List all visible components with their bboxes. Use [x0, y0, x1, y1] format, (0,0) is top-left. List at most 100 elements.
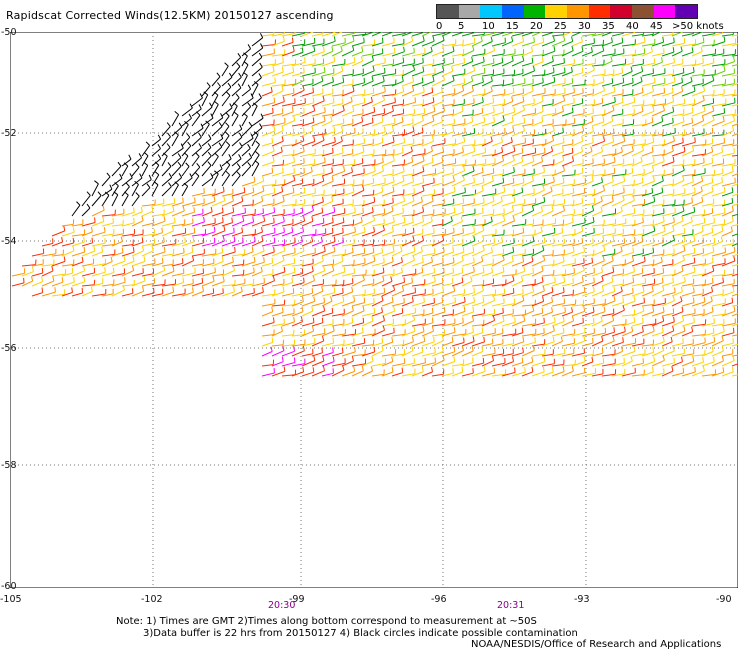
wind-barb-tick — [122, 248, 123, 253]
wind-barb-tick — [473, 328, 474, 333]
wind-barb-tick — [313, 318, 314, 323]
lat-label: -50 — [1, 27, 17, 38]
wind-barb-tick — [434, 337, 435, 342]
wind-barb-tick — [332, 168, 333, 173]
wind-barb-tick — [233, 207, 234, 212]
legend-swatch-6 — [567, 5, 589, 18]
wind-barb-tick — [382, 338, 383, 343]
wind-barb-tick — [494, 107, 495, 112]
wind-barb-tick — [304, 278, 305, 283]
wind-barb-tick — [674, 317, 675, 322]
wind-barb-tick — [694, 258, 695, 263]
lon-label: -93 — [574, 594, 590, 605]
wind-barb-tick — [73, 238, 74, 243]
wind-barb-tick — [582, 68, 583, 73]
wind-barb-tick — [554, 77, 555, 82]
wind-barb-tick — [632, 168, 633, 173]
wind-barb-tick — [364, 38, 365, 43]
pass-time-label: 20:31 — [497, 600, 524, 611]
wind-barb-tick — [343, 77, 344, 82]
wind-barb-tick — [342, 348, 343, 353]
wind-barb-tick — [504, 32, 505, 33]
wind-barb-tick — [483, 178, 484, 183]
wind-barb-tick — [412, 278, 413, 283]
wind-barb-tick — [565, 307, 566, 312]
wind-barb-tick — [525, 367, 526, 372]
wind-speed-legend: 0 5 10 15 20 25 30 35 40 45 >50 knots — [436, 4, 736, 34]
wind-barb-tick — [273, 108, 274, 113]
wind-barb-tick — [374, 197, 375, 202]
wind-barb-tick — [84, 247, 85, 252]
wind-barb-tick — [455, 297, 456, 302]
wind-barb-tick — [564, 277, 565, 282]
wind-barb-tick — [332, 228, 333, 233]
wind-barb-tick — [424, 87, 425, 92]
wind-barb-tick — [695, 137, 696, 142]
wind-barb-tick — [554, 68, 555, 73]
wind-barb-tick — [543, 78, 544, 83]
wind-barb-tick — [694, 318, 695, 323]
wind-barb-tick — [322, 318, 323, 323]
wind-barb-tick — [302, 208, 303, 213]
wind-barb-tick — [325, 157, 326, 162]
wind-barb-tick — [723, 367, 724, 372]
wind-barb-tick — [395, 98, 396, 103]
wind-barb-tick — [104, 227, 105, 232]
wind-barb-tick — [394, 217, 395, 222]
wind-barb-tick — [653, 137, 654, 142]
wind-barb-tick — [673, 278, 674, 283]
wind-barb-tick — [442, 278, 443, 283]
wind-barb-tick — [423, 178, 424, 183]
legend-label: 20 — [530, 21, 543, 32]
wind-barb-tick — [674, 38, 675, 43]
wind-barb-tick — [683, 138, 684, 143]
wind-barb-tick — [482, 328, 483, 333]
wind-barb-tick — [325, 107, 326, 112]
wind-barb-tick — [433, 97, 434, 102]
wind-barb-tick — [385, 87, 386, 92]
wind-barb-tick — [42, 288, 43, 293]
wind-barb-tick — [674, 217, 675, 222]
wind-barb-tick — [712, 128, 713, 133]
wind-barb-tick — [313, 367, 314, 372]
wind-barb-tick — [694, 287, 695, 292]
wind-barb-tick — [514, 107, 515, 112]
wind-barb-tick — [492, 268, 493, 273]
wind-barb-tick — [322, 348, 323, 353]
wind-barb-tick — [614, 327, 615, 332]
legend-label: 35 — [602, 21, 615, 32]
wind-barb-tick — [305, 57, 306, 62]
wind-barb-tick — [692, 108, 693, 113]
wind-barb-tick — [503, 267, 504, 272]
lat-label: -56 — [1, 343, 17, 354]
wind-barb-tick — [344, 267, 345, 272]
wind-barb-tick — [293, 188, 294, 193]
wind-barb-tick — [362, 328, 363, 333]
wind-barb-tick — [385, 127, 386, 132]
wind-barb-tick — [382, 138, 383, 143]
wind-barb-tick — [274, 218, 275, 223]
lon-label: -90 — [716, 594, 732, 605]
wind-barb-tick — [453, 168, 454, 173]
wind-barb-tick — [523, 348, 524, 353]
wind-barb-tick — [422, 127, 423, 132]
wind-barb-tick — [432, 318, 433, 323]
wind-barb-tick — [502, 58, 503, 63]
wind-barb-tick — [184, 248, 185, 253]
wind-barb-tick — [523, 228, 524, 233]
wind-barb-tick — [713, 258, 714, 263]
wind-barb-tick — [483, 268, 484, 273]
wind-barb-tick — [482, 108, 483, 113]
wind-barb-tick — [514, 167, 515, 172]
lon-label: -105 — [0, 594, 22, 605]
wind-barb-tick — [465, 297, 466, 302]
wind-barb-tick — [343, 218, 344, 223]
wind-barb-tick — [544, 197, 545, 202]
wind-barb-tick — [675, 288, 676, 293]
wind-barb-tick — [234, 287, 235, 292]
legend-swatch-0 — [437, 5, 459, 18]
wind-barb-tick — [712, 158, 713, 163]
wind-barb-tick — [474, 288, 475, 293]
wind-barb-tick — [582, 238, 583, 243]
wind-barb-tick — [343, 228, 344, 233]
